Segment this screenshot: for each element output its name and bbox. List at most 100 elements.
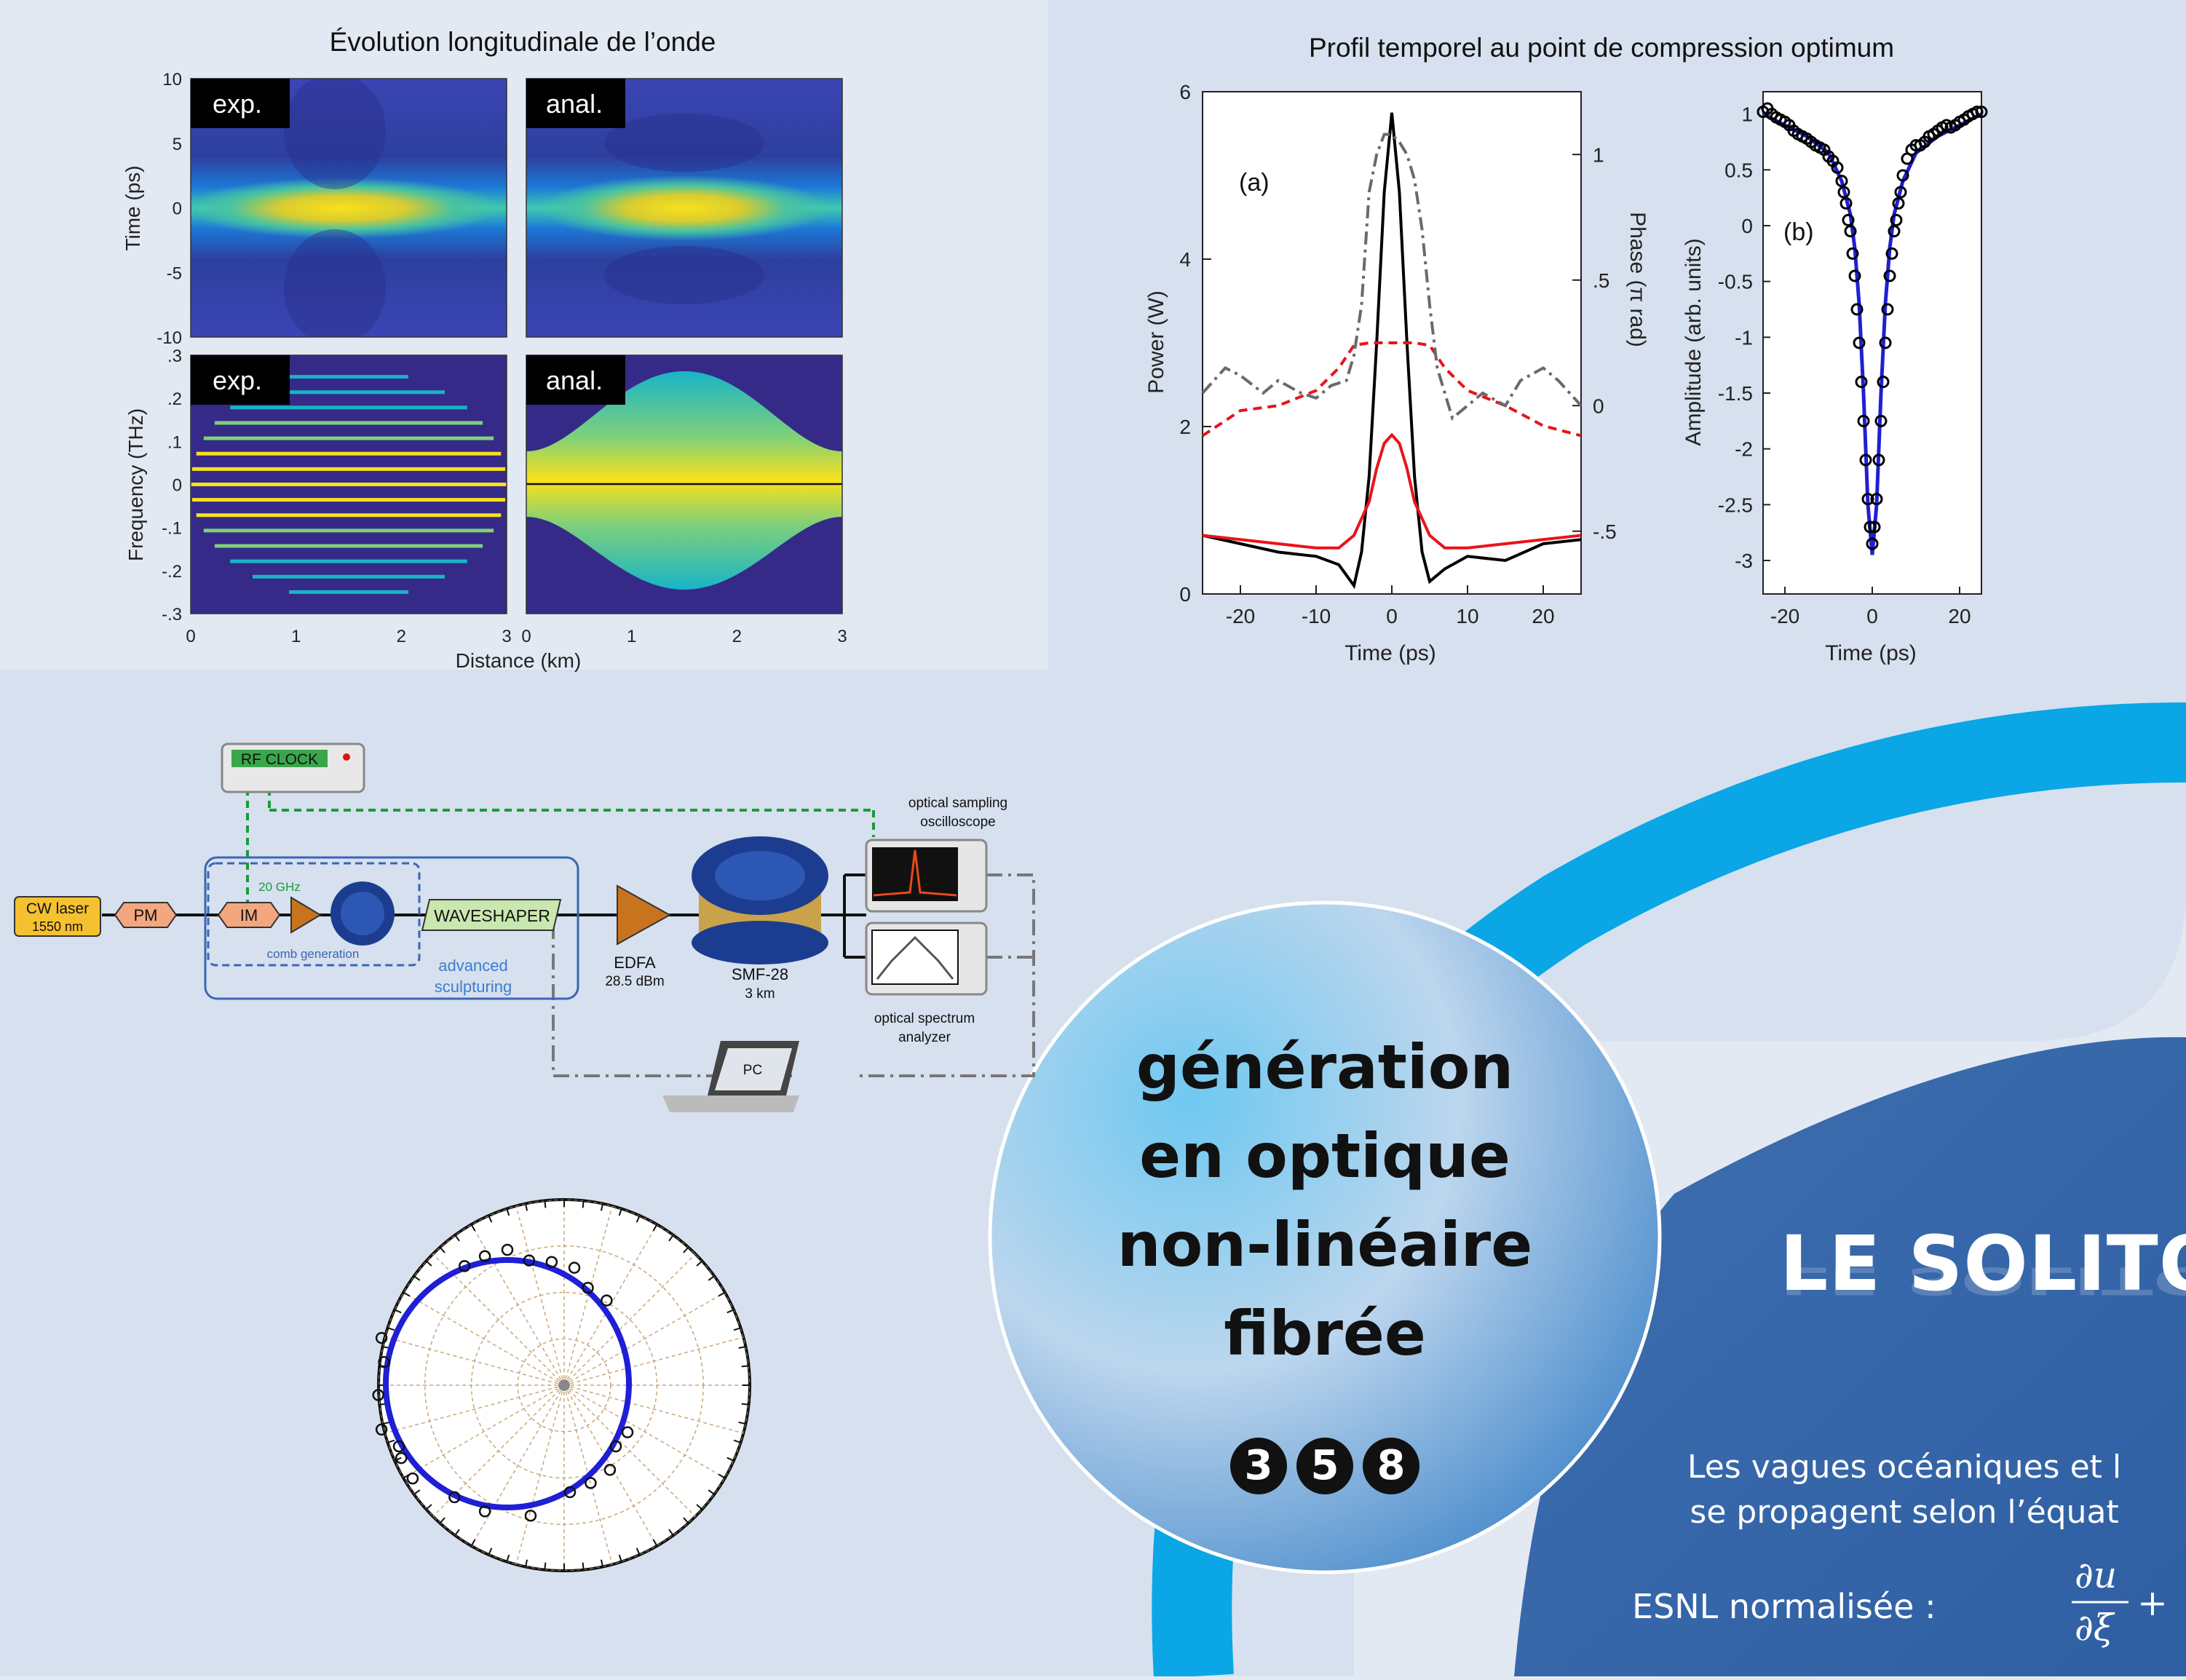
polar-data-point — [392, 1440, 405, 1453]
data-marker — [1857, 414, 1870, 427]
data-marker — [1885, 247, 1898, 260]
data-marker — [1896, 169, 1909, 182]
panel-label-exp-bottom: exp. — [213, 365, 262, 395]
osa-label-2: analyzer — [898, 1030, 951, 1045]
edfa-label-2: 28.5 dBm — [605, 974, 664, 989]
data-marker — [1877, 376, 1890, 389]
laser-label-1: CW laser — [26, 900, 89, 917]
tick-label-time: 0 — [1866, 605, 1878, 627]
tick-label-frequency: -.3 — [162, 605, 182, 625]
series-line — [1202, 112, 1582, 590]
polar-tick — [470, 1224, 476, 1232]
tick-label-amplitude: -3 — [1735, 550, 1753, 572]
bubble-title-line-2: en optique — [1139, 1120, 1510, 1192]
reference-numbers: 3 5 8 — [1230, 1438, 1419, 1503]
reference-number-8: 8 — [1363, 1438, 1419, 1494]
waveshaper-label: WAVESHAPER — [434, 906, 550, 925]
polar-tick — [718, 1291, 726, 1297]
tick-label-distance: 0 — [521, 627, 531, 646]
polar-tick — [618, 1208, 622, 1216]
laser-label-2: 1550 nm — [32, 919, 83, 934]
osc-label-1: optical sampling — [908, 796, 1007, 811]
polar-data-point — [372, 1389, 384, 1401]
polar-tick — [738, 1421, 746, 1425]
data-marker — [1888, 225, 1901, 238]
tick-label-time: -10 — [1302, 605, 1331, 627]
polar-tick — [403, 1291, 411, 1297]
polar-tick — [470, 1539, 476, 1547]
polar-grid-spoke — [403, 1384, 565, 1479]
tick-label-distance: 1 — [627, 627, 636, 646]
polar-tick — [506, 1208, 510, 1216]
soliton-title: LE SOLITO — [1780, 1219, 2186, 1308]
polar-data-point — [601, 1294, 613, 1307]
polar-tick — [600, 1559, 603, 1567]
plot-b-label: (b) — [1783, 218, 1814, 246]
polar-tick — [413, 1275, 421, 1281]
axis-label-time-a: Time (ps) — [1345, 641, 1436, 665]
data-marker — [1855, 376, 1868, 389]
polar-grid-spoke — [470, 1384, 565, 1547]
tick-label-amplitude: -0.5 — [1718, 271, 1753, 293]
esnl-equation: ∂u + ∂ξ — [2067, 1554, 2177, 1680]
data-marker — [1850, 303, 1864, 316]
data-marker — [1840, 197, 1853, 210]
data-marker — [1868, 520, 1881, 534]
tick-label-frequency: .3 — [167, 346, 182, 366]
polar-tick — [696, 1504, 703, 1510]
data-marker — [1874, 414, 1888, 427]
series-line — [1201, 132, 1583, 421]
tick-label-distance: 1 — [291, 627, 301, 646]
osc-label-2: oscilloscope — [920, 815, 996, 830]
data-marker — [1866, 537, 1879, 550]
pc-label: PC — [743, 1063, 762, 1078]
data-marker — [1883, 269, 1896, 282]
polar-tick — [439, 1246, 445, 1253]
im-label: IM — [240, 906, 258, 924]
comb-label: comb generation — [267, 947, 360, 961]
osa-label-1: optical spectrum — [874, 1011, 975, 1026]
data-marker — [1853, 336, 1866, 349]
soliton-title-reflection: LE SOLITO — [1780, 1259, 2186, 1303]
polar-tick — [582, 1200, 585, 1208]
data-marker — [1844, 225, 1857, 238]
polar-data-point — [375, 1423, 388, 1436]
pm-label: PM — [134, 906, 158, 924]
polar-data-point — [609, 1440, 622, 1453]
plot-a: 0 2 4 6 -.5 0 .5 1 -20 -10 0 10 20 — [1179, 81, 1616, 627]
tick-label-time: 20 — [1532, 605, 1554, 627]
polar-grid-spoke — [470, 1224, 565, 1386]
tick-label-amplitude: 0.5 — [1724, 159, 1753, 181]
polar-grid-spoke — [563, 1384, 696, 1517]
rf-clock-label: RF CLOCK — [241, 751, 318, 768]
tick-label-amplitude: -2.5 — [1718, 494, 1753, 516]
tick-label-amplitude: 1 — [1741, 103, 1753, 126]
bubble-title-line-4: fibrée — [1224, 1298, 1426, 1369]
axis-label-distance: Distance (km) — [456, 649, 582, 672]
polar-grid-spoke — [515, 1384, 565, 1565]
tick-label-frequency: .1 — [167, 432, 182, 452]
tick-label-distance: 3 — [502, 627, 511, 646]
esnl-label: ESNL normalisée : — [1632, 1587, 1936, 1626]
tick-label-time: 10 — [1456, 605, 1478, 627]
polar-tick — [708, 1489, 715, 1495]
tick-label-phase: -.5 — [1593, 520, 1617, 543]
axis-label-power: Power (W) — [1144, 290, 1168, 394]
data-marker — [1881, 303, 1894, 316]
polar-data-point — [478, 1250, 491, 1262]
tick-label-phase: .5 — [1593, 269, 1609, 292]
data-marker — [1846, 247, 1859, 260]
polar-data-point — [563, 1486, 577, 1499]
polar-tick — [696, 1260, 703, 1267]
polar-tick — [733, 1439, 741, 1443]
polar-grid-spoke — [515, 1205, 565, 1386]
polar-tick — [652, 1224, 658, 1232]
tick-label-frequency: -.1 — [162, 519, 182, 539]
polar-center — [558, 1379, 570, 1391]
polar-grid-spoke — [563, 1291, 726, 1386]
polar-tick — [718, 1473, 726, 1479]
polar-grid-spoke — [563, 1384, 744, 1434]
polar-data-point — [568, 1261, 581, 1274]
polar-tick — [635, 1215, 641, 1223]
